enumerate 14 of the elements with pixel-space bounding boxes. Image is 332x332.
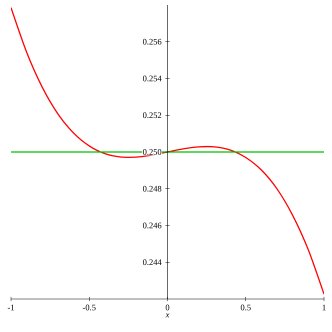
y-tick-label: 0.254: [142, 76, 162, 82]
y-tick-label: 0.250: [142, 149, 162, 155]
y-tick-label: 0.244: [142, 259, 162, 266]
line-series: [11, 6, 324, 295]
x-tick-label: -0.5: [82, 304, 96, 310]
y-tick-label: 0.252: [142, 112, 162, 118]
x-tick-label: 0: [166, 304, 170, 310]
x-tick-label: 0.5: [240, 304, 251, 310]
y-tick-label: 0.248: [142, 186, 162, 192]
y-tick-label: 0.256: [142, 38, 162, 45]
y-tick-label: 0.246: [142, 222, 162, 228]
x-axis-title: x: [166, 314, 170, 318]
x-tick-label: 1: [322, 304, 326, 310]
x-tick-label: -1: [8, 304, 14, 310]
